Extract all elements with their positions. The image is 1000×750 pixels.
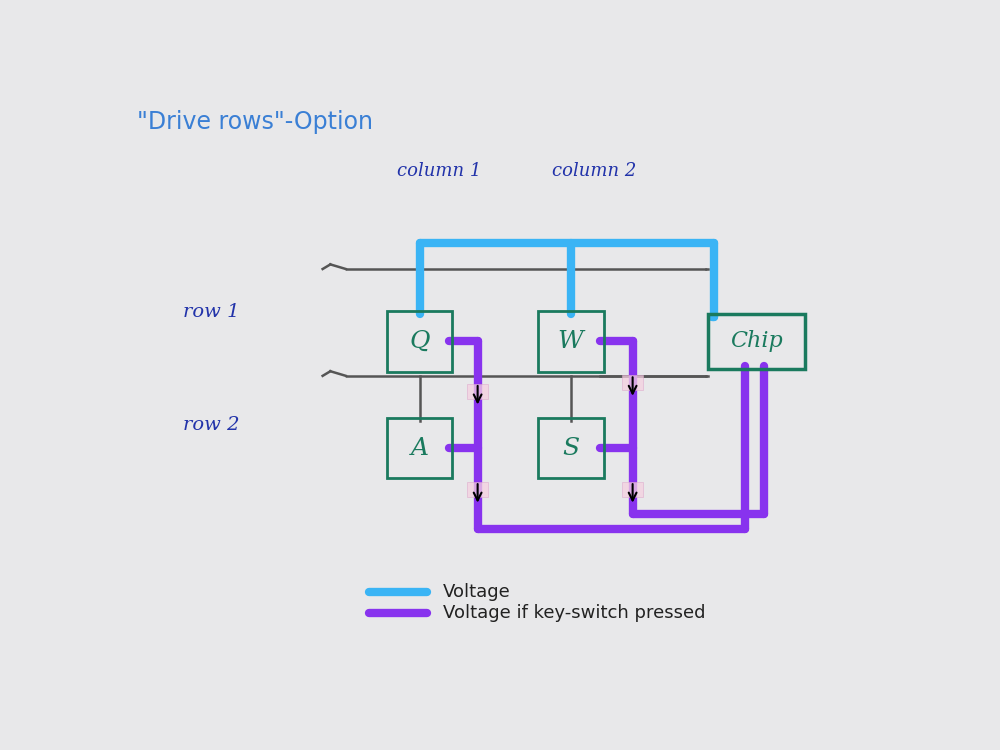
Text: "Drive rows"-Option: "Drive rows"-Option xyxy=(137,110,373,134)
FancyBboxPatch shape xyxy=(622,375,643,390)
Text: S: S xyxy=(562,436,579,460)
Text: column 1: column 1 xyxy=(397,162,481,180)
FancyBboxPatch shape xyxy=(467,482,488,496)
Text: A: A xyxy=(411,436,428,460)
Text: Chip: Chip xyxy=(730,330,783,352)
Text: column 2: column 2 xyxy=(552,162,636,180)
Text: Voltage: Voltage xyxy=(443,584,511,602)
Text: Voltage if key-switch pressed: Voltage if key-switch pressed xyxy=(443,604,705,622)
Text: Q: Q xyxy=(409,330,430,352)
Text: row 2: row 2 xyxy=(183,416,240,434)
Text: row 1: row 1 xyxy=(183,303,240,321)
Text: W: W xyxy=(558,330,584,352)
FancyBboxPatch shape xyxy=(467,384,488,399)
FancyBboxPatch shape xyxy=(622,482,643,496)
